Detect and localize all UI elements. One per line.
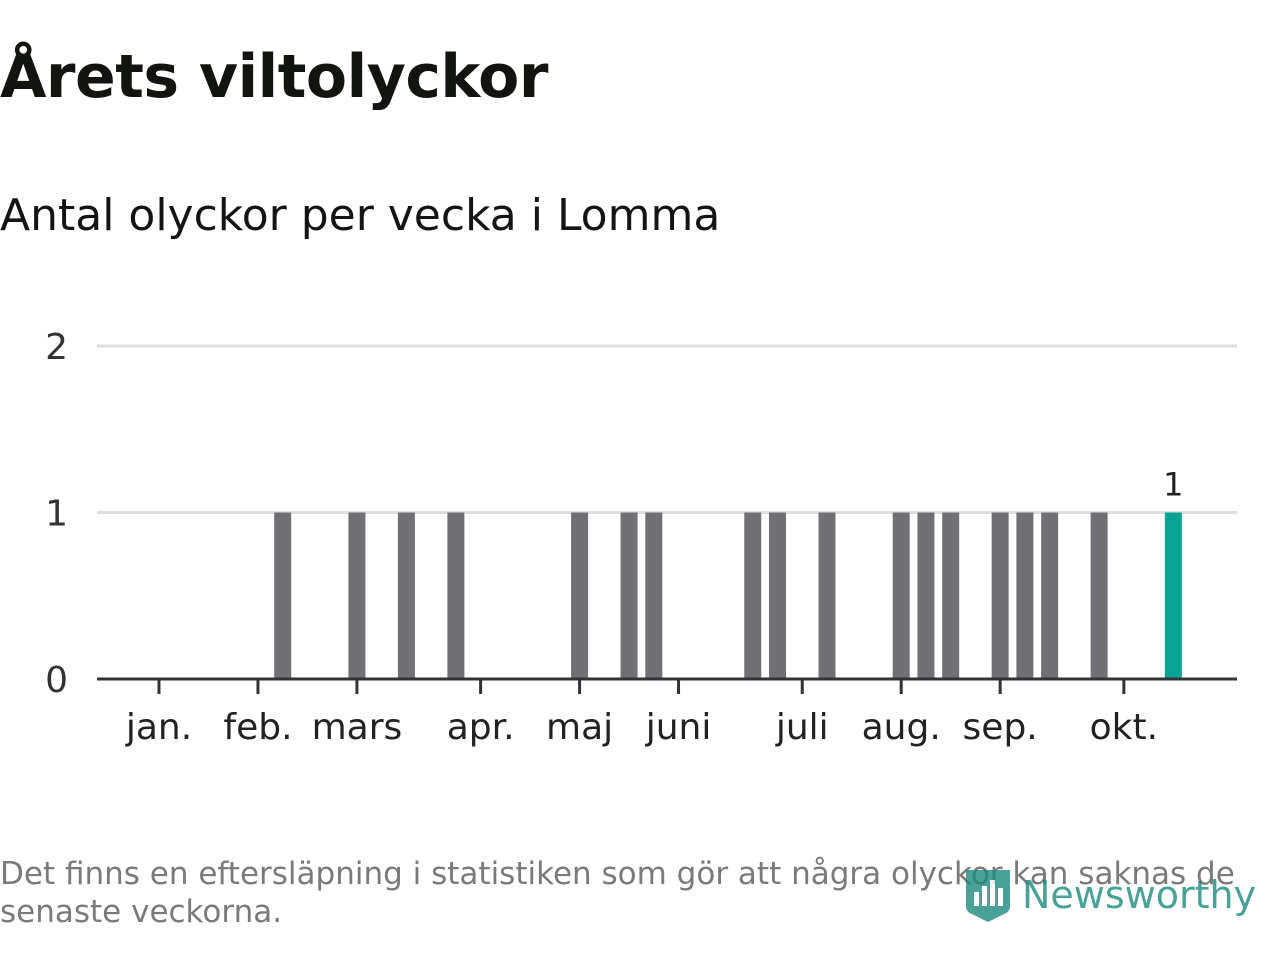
bar [818,512,836,679]
x-tick-label: feb. [223,707,292,748]
bar [1016,512,1034,679]
bar-chart: 0 1 2 1 jan. feb. mars apr. maj juni juli aug. sep. o… [45,327,1237,748]
x-tick-label: juni [645,707,712,748]
bar [917,512,935,679]
bar [645,512,663,679]
x-tick-label: maj [546,707,613,748]
x-tick-label: apr. [447,707,515,748]
x-tick-label: mars [312,707,403,748]
newsworthy-logo-icon [966,870,1010,922]
y-tick-label: 1 [45,494,68,535]
bar [892,512,910,679]
bar [348,512,366,679]
bar [571,512,589,679]
y-tick-label: 2 [45,327,68,368]
bar [1041,512,1059,679]
bar [769,512,786,679]
x-tick-label: sep. [963,707,1038,748]
x-tick-label: okt. [1090,707,1158,748]
x-tick-label: aug. [862,707,941,748]
y-tick-label: 0 [45,660,68,701]
bar [991,512,1009,679]
bar [397,512,415,679]
data-label: 1 [1163,466,1183,504]
bar-latest-week [1164,512,1182,679]
brand-name: Newsworthy [1022,873,1257,917]
bar [1090,512,1108,679]
bar [744,512,762,679]
brand-logo: Newsworthy [962,860,1256,930]
x-tick-label: juli [775,707,829,748]
bar [620,512,638,679]
chart-subtitle: Antal olyckor per vecka i Lomma [0,190,721,241]
chart-title: Årets viltolyckor [0,42,549,112]
bar [942,512,960,679]
x-tick-label: jan. [125,707,192,748]
bar [447,512,465,679]
footnote: Det finns en eftersläpning i statistiken… [0,856,1235,930]
bar [274,512,292,679]
